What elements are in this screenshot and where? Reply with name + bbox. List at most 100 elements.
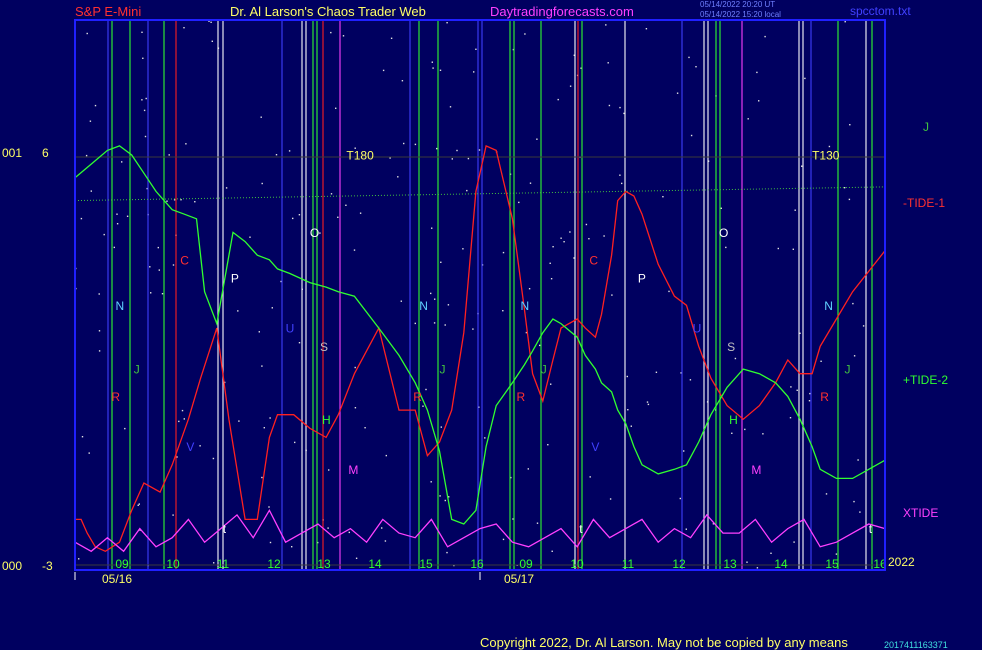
annotation-label: N — [419, 299, 428, 313]
background-dot — [756, 71, 758, 74]
background-dot — [172, 264, 175, 266]
background-dot — [589, 476, 591, 478]
background-dot — [439, 495, 441, 497]
background-dot — [668, 290, 670, 293]
hour-tick-label: 11 — [622, 557, 635, 571]
background-dot — [536, 138, 538, 140]
background-dot — [328, 469, 330, 471]
background-dot — [794, 209, 796, 211]
background-dot — [853, 500, 855, 503]
background-dot — [431, 227, 433, 229]
background-dot — [849, 124, 851, 126]
background-dot — [213, 562, 215, 564]
background-dot — [80, 217, 83, 220]
date-label: 05/17 — [504, 572, 534, 586]
background-dot — [439, 69, 442, 71]
annotation-label: N — [116, 299, 125, 313]
background-dot — [436, 147, 438, 150]
background-dot — [547, 444, 549, 446]
background-dot — [467, 157, 470, 160]
background-dot — [731, 432, 733, 434]
background-dot — [382, 69, 385, 72]
background-dot — [355, 557, 358, 559]
background-dot — [258, 331, 260, 333]
background-dot — [210, 21, 212, 23]
background-dot — [166, 200, 168, 202]
background-dot — [400, 300, 402, 302]
background-dot — [528, 288, 531, 290]
background-dot — [238, 420, 240, 422]
site-link[interactable]: Daytradingforecasts.com — [490, 4, 634, 19]
background-dot — [137, 504, 139, 506]
background-dot — [689, 379, 692, 381]
background-dot — [385, 454, 387, 457]
background-dot — [431, 61, 433, 63]
background-dot — [557, 98, 559, 101]
annotation-label: C — [180, 253, 189, 267]
series-j — [74, 186, 886, 202]
background-dot — [609, 498, 612, 500]
background-dot — [138, 503, 140, 505]
background-dot — [685, 528, 687, 530]
annotation-label: N — [824, 299, 833, 313]
annotation-label: t — [869, 522, 873, 536]
background-dot — [790, 386, 792, 388]
background-dot — [292, 217, 294, 220]
background-dot — [150, 292, 152, 294]
annotation-label: U — [286, 322, 295, 336]
background-dot — [608, 104, 611, 107]
background-dot — [655, 371, 658, 373]
background-dot — [502, 538, 505, 541]
background-dot — [475, 48, 477, 50]
background-dot — [291, 546, 293, 548]
background-dot — [835, 553, 838, 555]
background-dot — [145, 97, 147, 100]
background-dot — [611, 294, 613, 296]
annotation-label: P — [231, 272, 239, 286]
background-dot — [298, 214, 301, 216]
hour-tick-label: 14 — [774, 557, 788, 571]
annotation-label: R — [111, 390, 120, 404]
background-dot — [354, 147, 356, 149]
annotation-label: N — [521, 299, 530, 313]
hour-tick-label: 09 — [519, 557, 533, 571]
background-dot — [261, 476, 263, 479]
background-dot — [261, 365, 263, 367]
annotation-label: R — [413, 390, 422, 404]
background-dot — [676, 92, 679, 94]
date-label: 05/16 — [102, 572, 132, 586]
annotation-label: V — [591, 440, 599, 454]
background-dot — [85, 154, 88, 157]
background-dot — [225, 187, 228, 189]
background-dot — [688, 56, 690, 59]
background-dot — [466, 189, 468, 192]
background-dot — [149, 266, 151, 268]
legend-entry: +TIDE-2 — [903, 373, 948, 387]
background-dot — [158, 269, 160, 271]
annotation-label: J — [845, 363, 851, 377]
background-dot — [89, 120, 92, 122]
background-dot — [603, 235, 605, 237]
background-dot — [527, 468, 529, 470]
y-axis-code: 001 — [2, 146, 22, 160]
background-dot — [224, 381, 226, 384]
annotation-label: T180 — [346, 149, 374, 163]
annotation-label: R — [517, 390, 526, 404]
background-dot — [348, 531, 350, 534]
chart-symbol: S&P E-Mini — [75, 4, 142, 19]
background-dot — [173, 199, 176, 201]
background-dot — [626, 375, 628, 378]
background-dot — [181, 409, 184, 412]
background-dot — [762, 433, 764, 435]
chart-source: Dr. Al Larson's Chaos Trader Web — [230, 4, 426, 19]
background-dot — [573, 257, 575, 259]
background-dot — [178, 420, 180, 423]
background-dot — [359, 212, 362, 214]
background-dot — [859, 511, 861, 513]
annotation-label: O — [719, 226, 728, 240]
background-dot — [212, 457, 215, 460]
background-dot — [146, 187, 148, 190]
hour-tick-label: 09 — [115, 557, 129, 571]
